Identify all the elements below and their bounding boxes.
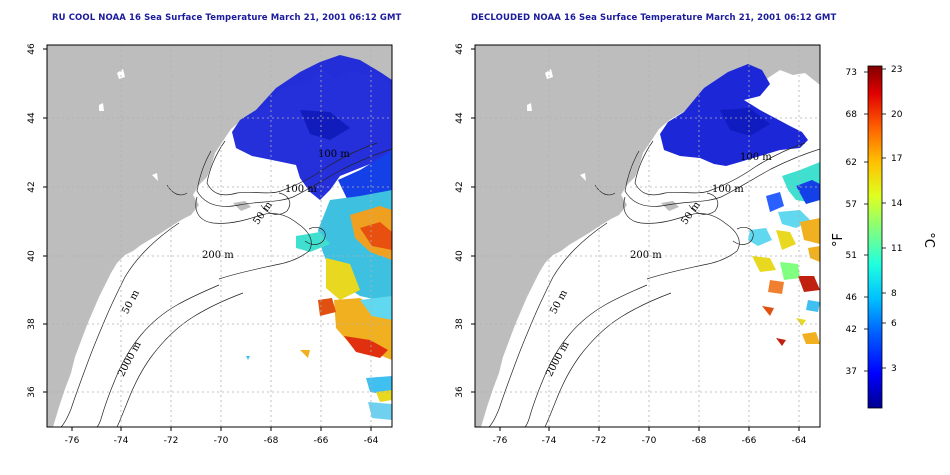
colorbar-celsius-tick: 20	[891, 110, 903, 120]
colorbar-celsius-tick: 11	[891, 244, 902, 254]
colorbar-celsius-tick: 17	[891, 154, 902, 164]
y-tick-label: 38	[27, 318, 37, 330]
colorbar-fahrenheit-tick: 46	[846, 293, 858, 303]
x-tick-label: -74	[542, 436, 557, 446]
colorbar-gradient	[867, 65, 883, 409]
colorbar-celsius-unit: °C	[921, 232, 936, 248]
colorbar-fahrenheit-tick: 73	[846, 68, 857, 78]
left-map-panel: 100 m 100 m 50 m 200 m 50 m 2000 m -76 -…	[27, 43, 393, 446]
temperature-colorbar: 73 68 62 57 51 46 42 37 23 20 17 14 11 8…	[831, 65, 936, 409]
x-tick-label: -72	[592, 436, 607, 446]
y-tick-label: 44	[27, 112, 37, 124]
y-tick-label: 42	[27, 181, 37, 192]
colorbar-celsius-tick: 14	[891, 199, 903, 209]
y-tick-label: 40	[455, 250, 465, 262]
colorbar-fahrenheit-unit: °F	[831, 233, 846, 247]
colorbar-celsius-tick: 6	[891, 319, 897, 329]
contour-label-100m-b: 100 m	[285, 184, 317, 195]
x-tick-label: -66	[742, 436, 757, 446]
x-tick-label: -72	[164, 436, 179, 446]
x-tick-label: -76	[65, 436, 80, 446]
x-tick-label: -64	[364, 436, 379, 446]
y-tick-label: 40	[27, 250, 37, 262]
right-map-title: DECLOUDED NOAA 16 Sea Surface Temperatur…	[471, 13, 837, 23]
colorbar-fahrenheit-tick: 62	[846, 158, 857, 168]
colorbar-fahrenheit-tick: 42	[846, 325, 857, 335]
y-tick-label: 38	[455, 318, 465, 330]
y-tick-label: 36	[27, 386, 37, 398]
colorbar-fahrenheit-tick: 51	[846, 251, 857, 261]
contour-label-100m-a: 100 m	[740, 152, 772, 163]
x-tick-label: -76	[493, 436, 508, 446]
x-tick-label: -70	[642, 436, 657, 446]
contour-label-100m-a: 100 m	[318, 149, 350, 160]
x-tick-label: -68	[264, 436, 279, 446]
y-tick-label: 44	[455, 112, 465, 124]
left-map-title: RU COOL NOAA 16 Sea Surface Temperature …	[52, 13, 402, 23]
y-tick-label: 42	[455, 181, 465, 192]
colorbar-fahrenheit-tick: 37	[846, 367, 857, 377]
y-tick-label: 46	[455, 43, 465, 55]
colorbar-fahrenheit-tick: 57	[846, 200, 857, 210]
colorbar-fahrenheit-tick: 68	[846, 110, 858, 120]
colorbar-celsius-tick: 3	[891, 364, 897, 374]
y-tick-label: 36	[455, 386, 465, 398]
x-tick-label: -74	[114, 436, 129, 446]
colorbar-celsius-tick: 23	[891, 65, 902, 75]
x-tick-label: -70	[214, 436, 229, 446]
contour-label-200m: 200 m	[630, 250, 662, 261]
colorbar-celsius-tick: 8	[891, 289, 897, 299]
y-tick-label: 46	[27, 43, 37, 55]
contour-label-100m-b: 100 m	[712, 184, 744, 195]
x-tick-label: -64	[792, 436, 807, 446]
contour-label-200m: 200 m	[202, 250, 234, 261]
x-tick-label: -66	[314, 436, 329, 446]
right-map-panel: 100 m 100 m 50 m 200 m 50 m 2000 m -76 -…	[455, 43, 821, 446]
x-tick-label: -68	[692, 436, 707, 446]
